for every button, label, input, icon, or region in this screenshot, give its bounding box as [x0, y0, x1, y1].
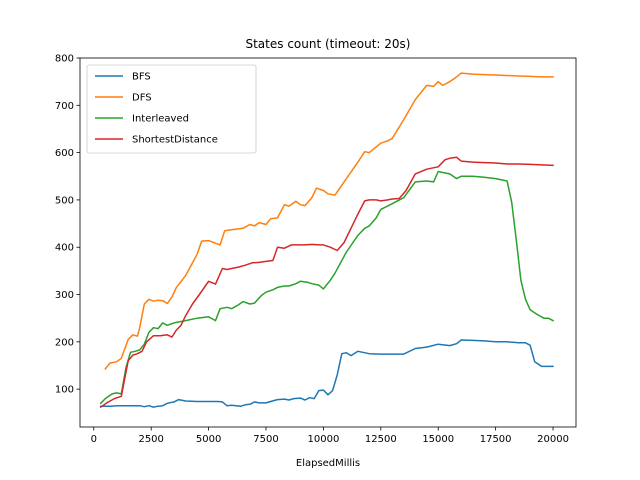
x-tick-label: 20000 [537, 434, 569, 445]
x-tick-label: 10000 [308, 434, 340, 445]
chart-title: States count (timeout: 20s) [245, 37, 410, 51]
series-line-dfs [104, 72, 554, 370]
series-line-bfs [99, 339, 554, 408]
y-tick-label: 700 [55, 101, 74, 112]
x-tick-label: 5000 [196, 434, 221, 445]
legend-label: ShortestDistance [132, 135, 218, 146]
legend-box [86, 64, 257, 154]
legend-label: BFS [132, 72, 151, 83]
x-tick-label: 17500 [480, 434, 512, 445]
x-tick-label: 15000 [422, 434, 454, 445]
series-line-interleaved [99, 170, 555, 405]
x-axis: 0 2500 5000 7500 10000 12500 15000 17500 20000 [91, 427, 569, 445]
x-axis-title: ElapsedMillis [296, 458, 360, 469]
y-axis: 100 200 300 400 500 600 700 800 [55, 54, 80, 396]
x-tick-label: 12500 [365, 434, 397, 445]
y-tick-label: 100 [55, 385, 74, 396]
x-tick-label: 0 [91, 434, 97, 445]
legend-label: Interleaved [132, 114, 189, 125]
y-tick-label: 600 [55, 148, 74, 159]
x-tick-label: 2500 [138, 434, 163, 445]
legend: BFS DFS Interleaved ShortestDistance [86, 64, 257, 154]
series-line-shortestdistance [99, 156, 554, 409]
y-tick-label: 400 [55, 243, 74, 254]
y-tick-label: 800 [55, 54, 74, 65]
y-tick-label: 300 [55, 290, 74, 301]
x-tick-label: 7500 [253, 434, 278, 445]
y-tick-label: 200 [55, 337, 74, 348]
y-tick-label: 500 [55, 195, 74, 206]
series-layer [99, 72, 555, 409]
legend-label: DFS [132, 93, 152, 104]
plot-frame [79, 57, 577, 428]
